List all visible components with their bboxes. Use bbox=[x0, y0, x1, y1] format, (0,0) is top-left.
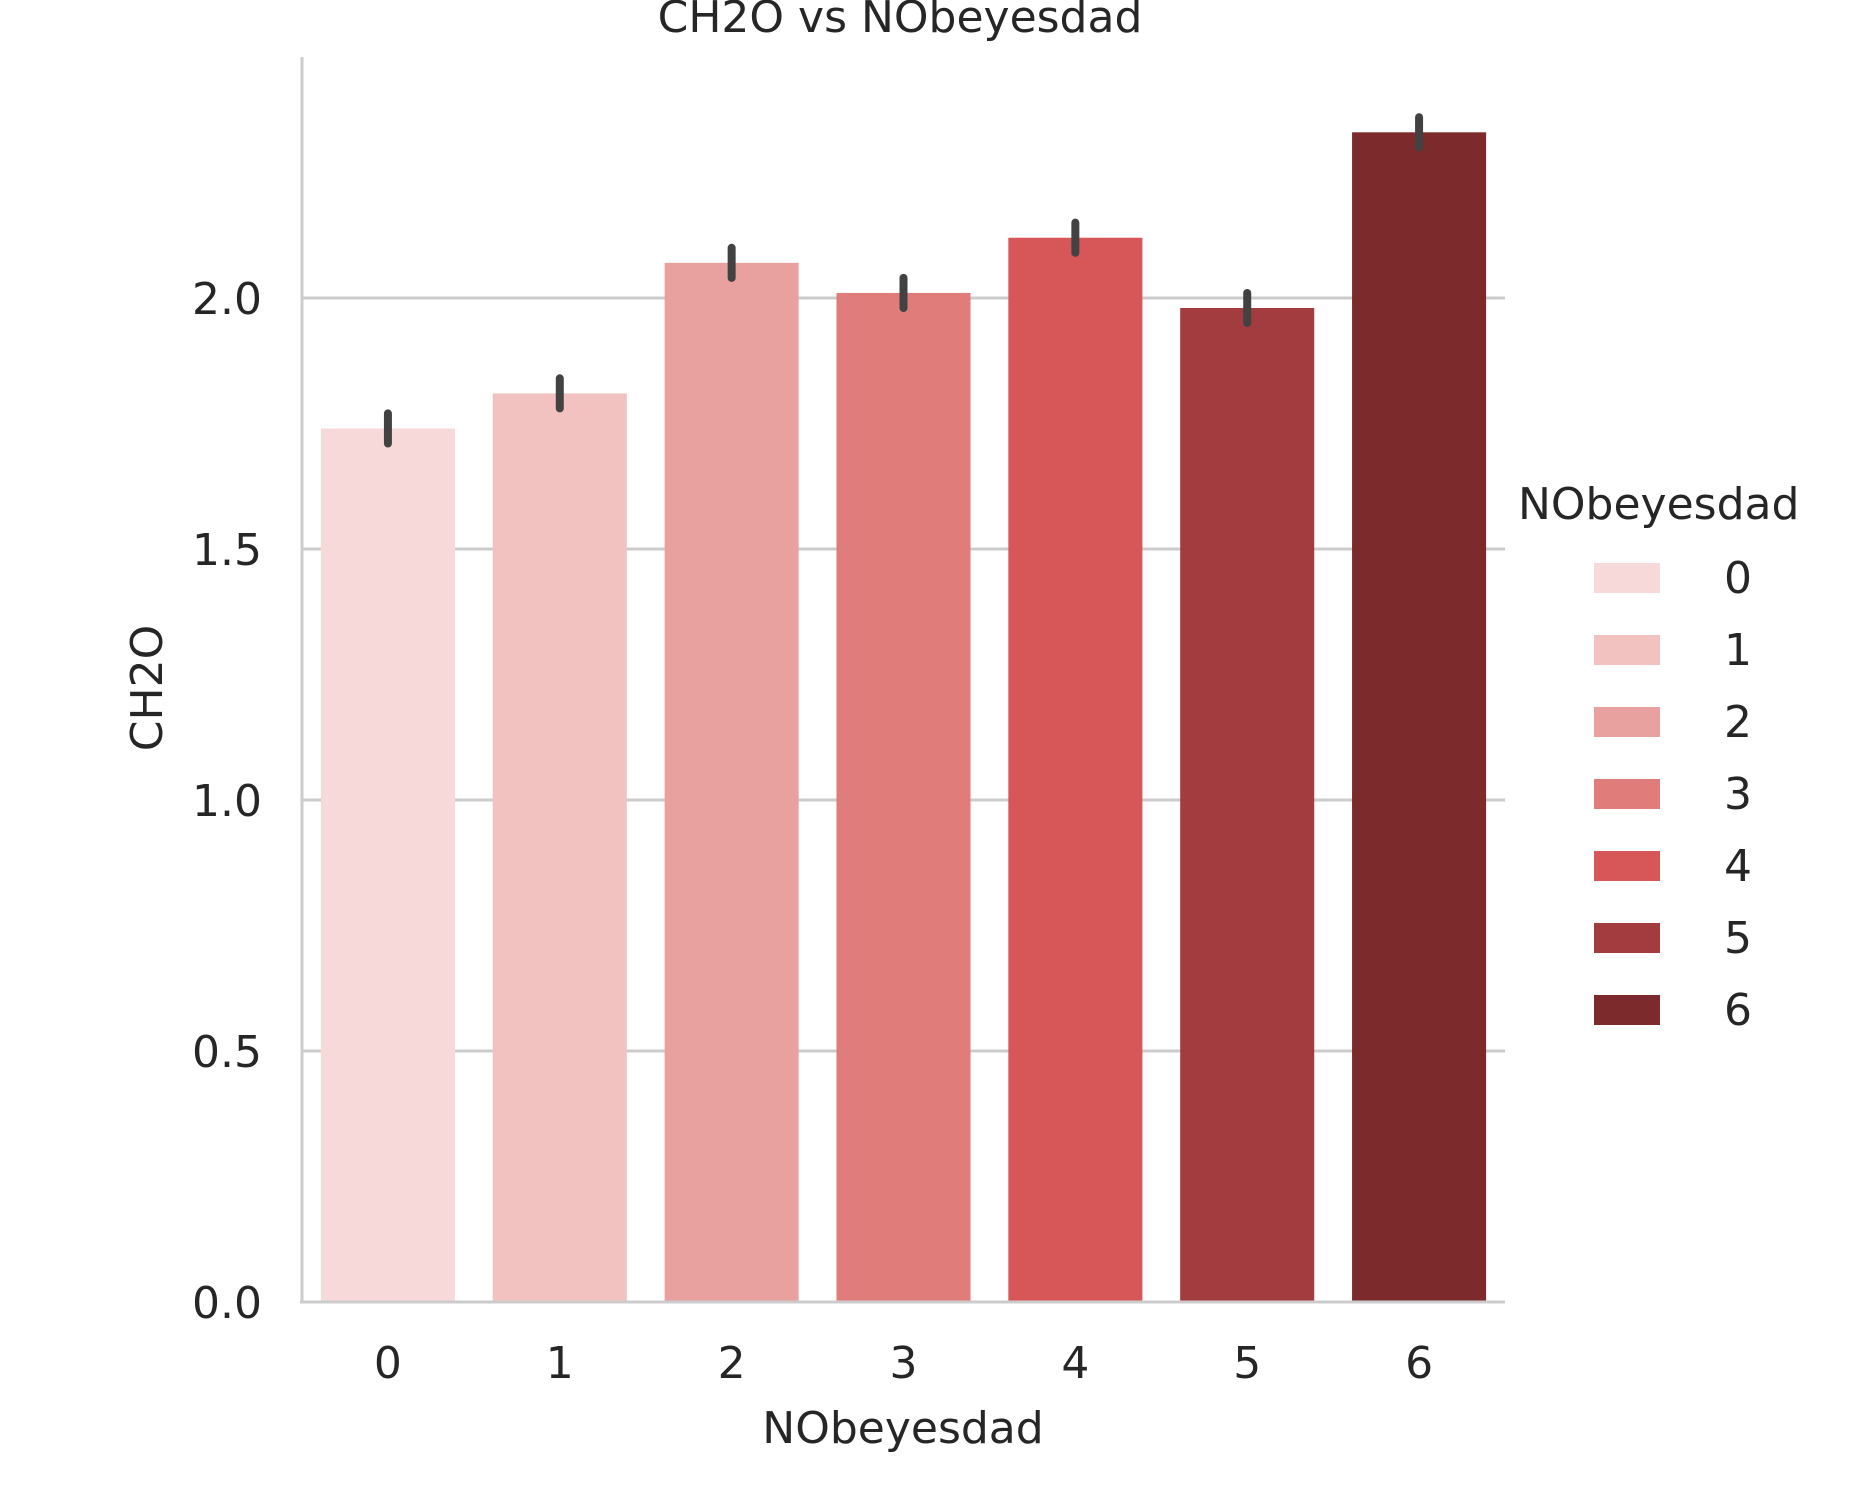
legend: NObeyesdad 0 1 2 3 4 5 6 bbox=[1518, 479, 1799, 1036]
bar-6 bbox=[1352, 132, 1487, 1303]
legend-swatch-0 bbox=[1594, 563, 1660, 593]
bar-1 bbox=[492, 393, 627, 1302]
error-bars bbox=[383, 113, 1424, 448]
x-tick-label: 2 bbox=[718, 1338, 746, 1389]
legend-swatch-1 bbox=[1594, 635, 1660, 665]
bars bbox=[320, 132, 1487, 1303]
legend-label: 3 bbox=[1724, 769, 1752, 820]
bar-5 bbox=[1180, 308, 1315, 1302]
x-tick-label: 6 bbox=[1405, 1338, 1433, 1389]
legend-label: 2 bbox=[1724, 697, 1752, 748]
y-tick-label: 0.0 bbox=[192, 1278, 262, 1329]
legend-label: 6 bbox=[1724, 985, 1752, 1036]
y-axis-label: CH2O bbox=[122, 625, 173, 751]
x-tick-label: 3 bbox=[890, 1338, 918, 1389]
y-tick-label: 0.5 bbox=[192, 1027, 262, 1078]
y-tick-label: 1.5 bbox=[192, 525, 262, 576]
legend-title: NObeyesdad bbox=[1518, 479, 1799, 530]
legend-swatch-4 bbox=[1594, 851, 1660, 881]
x-tick-label: 5 bbox=[1233, 1338, 1261, 1389]
x-tick-labels: 0 1 2 3 4 5 6 bbox=[374, 1338, 1433, 1389]
legend-label: 4 bbox=[1724, 841, 1752, 892]
x-tick-label: 0 bbox=[374, 1338, 402, 1389]
y-tick-label: 2.0 bbox=[192, 274, 262, 325]
bar-2 bbox=[664, 262, 799, 1302]
bar-0 bbox=[320, 428, 455, 1302]
legend-label: 5 bbox=[1724, 913, 1752, 964]
legend-swatch-3 bbox=[1594, 779, 1660, 809]
chart-title: CH2O vs NObeyesdad bbox=[658, 0, 1143, 43]
x-axis-label: NObeyesdad bbox=[762, 1403, 1043, 1454]
x-tick-label: 4 bbox=[1061, 1338, 1089, 1389]
legend-label: 1 bbox=[1724, 625, 1752, 676]
legend-swatch-6 bbox=[1594, 995, 1660, 1025]
y-tick-labels: 0.0 0.5 1.0 1.5 2.0 bbox=[192, 274, 262, 1329]
y-tick-label: 1.0 bbox=[192, 776, 262, 827]
legend-label: 0 bbox=[1724, 553, 1752, 604]
bar-3 bbox=[836, 292, 971, 1302]
legend-swatch-5 bbox=[1594, 923, 1660, 953]
legend-swatch-2 bbox=[1594, 707, 1660, 737]
bar-4 bbox=[1008, 237, 1143, 1302]
x-tick-label: 1 bbox=[546, 1338, 574, 1389]
